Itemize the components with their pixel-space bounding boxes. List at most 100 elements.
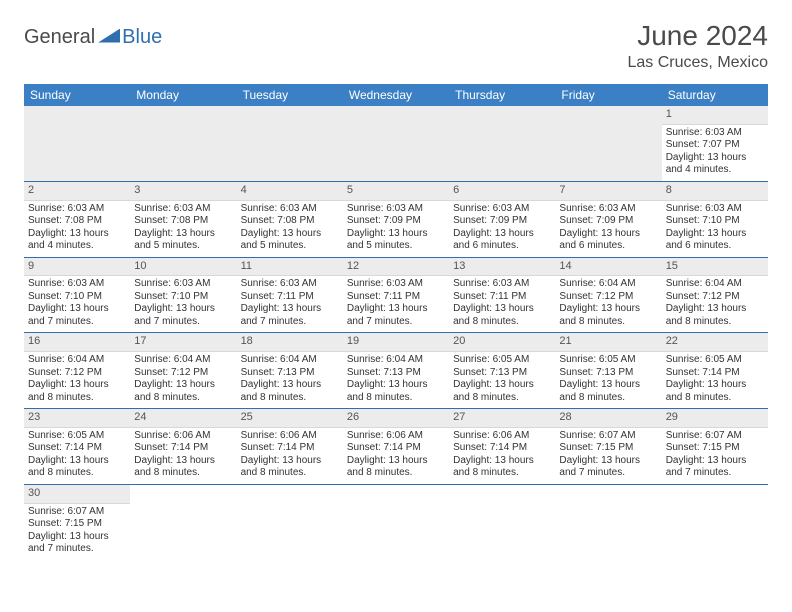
- sunrise-text: Sunrise: 6:03 AM: [453, 278, 551, 291]
- daylight-line2: and 6 minutes.: [666, 240, 764, 253]
- sunrise-text: Sunrise: 6:05 AM: [453, 354, 551, 367]
- day-body: Sunrise: 6:06 AMSunset: 7:14 PMDaylight:…: [449, 428, 555, 484]
- calendar-cell: 19Sunrise: 6:04 AMSunset: 7:13 PMDayligh…: [343, 333, 449, 409]
- day-number: 5: [343, 182, 449, 201]
- day-number: 13: [449, 258, 555, 277]
- daylight-line2: and 8 minutes.: [347, 467, 445, 480]
- day-body: Sunrise: 6:03 AMSunset: 7:10 PMDaylight:…: [24, 276, 130, 332]
- calendar-cell: 11Sunrise: 6:03 AMSunset: 7:11 PMDayligh…: [237, 257, 343, 333]
- sunrise-text: Sunrise: 6:07 AM: [559, 430, 657, 443]
- daylight-line1: Daylight: 13 hours: [559, 379, 657, 392]
- day-number: 8: [662, 182, 768, 201]
- day-body: Sunrise: 6:06 AMSunset: 7:14 PMDaylight:…: [130, 428, 236, 484]
- daylight-line2: and 4 minutes.: [28, 240, 126, 253]
- day-body: Sunrise: 6:04 AMSunset: 7:13 PMDaylight:…: [237, 352, 343, 408]
- calendar-cell: 25Sunrise: 6:06 AMSunset: 7:14 PMDayligh…: [237, 409, 343, 485]
- calendar-cell: [343, 484, 449, 559]
- sunset-text: Sunset: 7:15 PM: [28, 518, 126, 531]
- logo: General Blue: [24, 20, 162, 49]
- daylight-line1: Daylight: 13 hours: [666, 379, 764, 392]
- day-body: Sunrise: 6:03 AMSunset: 7:11 PMDaylight:…: [343, 276, 449, 332]
- calendar-cell: 8Sunrise: 6:03 AMSunset: 7:10 PMDaylight…: [662, 181, 768, 257]
- calendar-cell: [662, 484, 768, 559]
- day-body: Sunrise: 6:03 AMSunset: 7:11 PMDaylight:…: [449, 276, 555, 332]
- daylight-line2: and 8 minutes.: [28, 467, 126, 480]
- day-number: 19: [343, 333, 449, 352]
- sunset-text: Sunset: 7:15 PM: [666, 442, 764, 455]
- sunrise-text: Sunrise: 6:07 AM: [28, 506, 126, 519]
- day-body: Sunrise: 6:03 AMSunset: 7:09 PMDaylight:…: [555, 201, 661, 257]
- day-body: Sunrise: 6:07 AMSunset: 7:15 PMDaylight:…: [662, 428, 768, 484]
- day-body: Sunrise: 6:05 AMSunset: 7:13 PMDaylight:…: [555, 352, 661, 408]
- sunset-text: Sunset: 7:10 PM: [28, 291, 126, 304]
- sunset-text: Sunset: 7:09 PM: [453, 215, 551, 228]
- calendar-cell: [237, 484, 343, 559]
- logo-text-general: General: [24, 26, 95, 49]
- sunrise-text: Sunrise: 6:03 AM: [347, 278, 445, 291]
- daylight-line1: Daylight: 13 hours: [453, 303, 551, 316]
- day-body: Sunrise: 6:04 AMSunset: 7:13 PMDaylight:…: [343, 352, 449, 408]
- day-body: Sunrise: 6:04 AMSunset: 7:12 PMDaylight:…: [130, 352, 236, 408]
- calendar-cell: 30Sunrise: 6:07 AMSunset: 7:15 PMDayligh…: [24, 484, 130, 559]
- calendar-cell: 20Sunrise: 6:05 AMSunset: 7:13 PMDayligh…: [449, 333, 555, 409]
- day-body: Sunrise: 6:04 AMSunset: 7:12 PMDaylight:…: [24, 352, 130, 408]
- daylight-line1: Daylight: 13 hours: [134, 455, 232, 468]
- day-number: 26: [343, 409, 449, 428]
- sunset-text: Sunset: 7:12 PM: [559, 291, 657, 304]
- calendar-row: 16Sunrise: 6:04 AMSunset: 7:12 PMDayligh…: [24, 333, 768, 409]
- calendar-row: 1Sunrise: 6:03 AMSunset: 7:07 PMDaylight…: [24, 106, 768, 181]
- logo-text-blue: Blue: [122, 26, 162, 49]
- day-number: 2: [24, 182, 130, 201]
- daylight-line2: and 8 minutes.: [347, 392, 445, 405]
- sunset-text: Sunset: 7:08 PM: [28, 215, 126, 228]
- calendar-cell: 9Sunrise: 6:03 AMSunset: 7:10 PMDaylight…: [24, 257, 130, 333]
- calendar-cell: 21Sunrise: 6:05 AMSunset: 7:13 PMDayligh…: [555, 333, 661, 409]
- daylight-line1: Daylight: 13 hours: [347, 455, 445, 468]
- calendar-cell: [343, 106, 449, 181]
- daylight-line2: and 8 minutes.: [453, 392, 551, 405]
- calendar-cell: 2 Sunrise: 6:03 AMSunset: 7:08 PMDaylight…: [24, 181, 130, 257]
- day-number: 11: [237, 258, 343, 277]
- day-number: 9: [24, 258, 130, 277]
- col-sunday: Sunday: [24, 84, 130, 106]
- page-subtitle: Las Cruces, Mexico: [628, 54, 769, 72]
- calendar-row: 23Sunrise: 6:05 AMSunset: 7:14 PMDayligh…: [24, 409, 768, 485]
- daylight-line1: Daylight: 13 hours: [134, 379, 232, 392]
- col-wednesday: Wednesday: [343, 84, 449, 106]
- day-number: 30: [24, 485, 130, 504]
- calendar-cell: [130, 484, 236, 559]
- daylight-line1: Daylight: 13 hours: [28, 303, 126, 316]
- daylight-line1: Daylight: 13 hours: [28, 228, 126, 241]
- daylight-line2: and 7 minutes.: [28, 543, 126, 556]
- sunrise-text: Sunrise: 6:04 AM: [241, 354, 339, 367]
- day-body: Sunrise: 6:03 AMSunset: 7:09 PMDaylight:…: [343, 201, 449, 257]
- sunrise-text: Sunrise: 6:03 AM: [28, 203, 126, 216]
- day-number: 21: [555, 333, 661, 352]
- sunrise-text: Sunrise: 6:06 AM: [241, 430, 339, 443]
- day-number: 4: [237, 182, 343, 201]
- col-friday: Friday: [555, 84, 661, 106]
- daylight-line2: and 8 minutes.: [559, 392, 657, 405]
- calendar-table: Sunday Monday Tuesday Wednesday Thursday…: [24, 84, 768, 560]
- daylight-line2: and 7 minutes.: [559, 467, 657, 480]
- day-body: Sunrise: 6:05 AMSunset: 7:14 PMDaylight:…: [662, 352, 768, 408]
- sunset-text: Sunset: 7:14 PM: [347, 442, 445, 455]
- day-body: Sunrise: 6:07 AMSunset: 7:15 PMDaylight:…: [555, 428, 661, 484]
- day-number: 18: [237, 333, 343, 352]
- calendar-cell: 7Sunrise: 6:03 AMSunset: 7:09 PMDaylight…: [555, 181, 661, 257]
- daylight-line1: Daylight: 13 hours: [559, 303, 657, 316]
- sunset-text: Sunset: 7:12 PM: [28, 367, 126, 380]
- day-number: 12: [343, 258, 449, 277]
- day-number: 25: [237, 409, 343, 428]
- sunset-text: Sunset: 7:14 PM: [134, 442, 232, 455]
- calendar-cell: 17Sunrise: 6:04 AMSunset: 7:12 PMDayligh…: [130, 333, 236, 409]
- col-monday: Monday: [130, 84, 236, 106]
- day-number: 20: [449, 333, 555, 352]
- day-body: Sunrise: 6:05 AMSunset: 7:13 PMDaylight:…: [449, 352, 555, 408]
- daylight-line1: Daylight: 13 hours: [241, 228, 339, 241]
- daylight-line2: and 5 minutes.: [241, 240, 339, 253]
- calendar-cell: 23Sunrise: 6:05 AMSunset: 7:14 PMDayligh…: [24, 409, 130, 485]
- day-body: Sunrise: 6:04 AMSunset: 7:12 PMDaylight:…: [555, 276, 661, 332]
- daylight-line1: Daylight: 13 hours: [347, 379, 445, 392]
- daylight-line2: and 5 minutes.: [347, 240, 445, 253]
